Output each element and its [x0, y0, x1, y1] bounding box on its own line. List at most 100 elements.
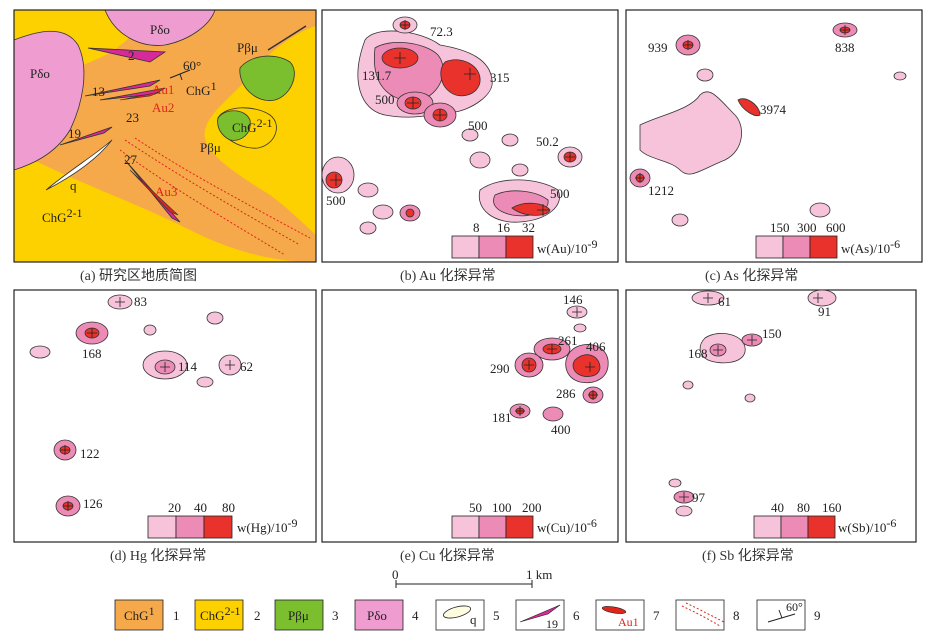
panel-e-cu-anomaly: 146 261 406 290 286 181 400 50 100 200 w… [321, 289, 619, 543]
hg-legend: 20 40 80 w(Hg)/10-9 [147, 500, 298, 539]
svg-text:ChG2-1: ChG2-1 [200, 604, 241, 623]
au-value-500-c: 500 [550, 186, 570, 201]
scale-start: 0 [392, 567, 399, 582]
au-legend-unit: w(Au)/10 [537, 241, 588, 256]
cu-legend-exp: -6 [587, 516, 597, 530]
as-legend: 150 300 600 w(As)/10-6 [755, 220, 900, 259]
legend-item-7-num: 7 [653, 608, 660, 623]
label-pdo-left: Pδo [30, 66, 50, 81]
legend-item-5-num: 5 [493, 608, 500, 623]
legend-item-3-label: Pβμ [288, 608, 309, 623]
au-legend-exp: -9 [588, 237, 598, 251]
caption-a: (a) 研究区地质简图 [80, 267, 197, 284]
scale-bar: 0 1 km [392, 567, 552, 588]
legend-item-7-label: Au1 [618, 615, 639, 629]
sb-value-150: 150 [762, 326, 782, 341]
label-dike-19: 19 [68, 126, 81, 141]
as-legend-exp: -6 [890, 237, 900, 251]
hg-value-83: 83 [134, 294, 147, 309]
panel-a-geologic-map: Pδo Pδo Pβμ Pβμ ChG1 ChG2-1 ChG2-1 q 60°… [13, 9, 317, 263]
sb-legend-unit: w(Sb)/10 [838, 520, 886, 535]
legend-item-5-label: q [470, 612, 477, 627]
as-legend-unit: w(As)/10 [841, 241, 890, 256]
au-legend-tick-1: 8 [473, 220, 480, 235]
hg-legend-unit: w(Hg)/10 [237, 520, 288, 535]
hg-value-114: 114 [178, 359, 198, 374]
label-dike-13: 13 [92, 84, 105, 99]
svg-text:w(Hg)/10-9: w(Hg)/10-9 [237, 516, 298, 535]
hg-value-126: 126 [83, 496, 103, 511]
label-au1: Au1 [152, 82, 174, 97]
caption-d: (d) Hg 化探异常 [110, 548, 206, 564]
au-legend-tick-3: 32 [522, 220, 535, 235]
as-legend-tick-1: 150 [770, 220, 790, 235]
svg-text:w(Au)/10-9: w(Au)/10-9 [537, 237, 598, 256]
panel-c-as-anomaly: 939 838 3974 1212 150 300 600 w(As)/10-6 [625, 9, 923, 263]
as-value-3974: 3974 [760, 102, 787, 117]
panel-b-au-anomaly: 72.3 131.7 315 500 500 50.2 500 500 8 16… [321, 9, 619, 263]
sb-legend: 40 80 160 w(Sb)/10-6 [753, 500, 896, 539]
svg-text:ChG1: ChG1 [186, 79, 217, 98]
legend-item-6-num: 6 [573, 608, 580, 623]
cu-legend-tick-3: 200 [522, 500, 542, 515]
sb-legend-exp: -6 [886, 516, 896, 530]
as-legend-tick-2: 300 [797, 220, 817, 235]
panel-f-sb-anomaly: 61 91 150 168 97 40 80 160 w(Sb)/10-6 [625, 289, 917, 543]
au-legend: 8 16 32 w(Au)/10-9 [451, 220, 598, 259]
as-value-939: 939 [648, 40, 668, 55]
label-dike-2: 2 [128, 48, 135, 63]
cu-value-406: 406 [586, 339, 606, 354]
hg-value-122: 122 [80, 446, 100, 461]
sb-value-61: 61 [718, 294, 731, 309]
sb-legend-tick-1: 40 [771, 500, 784, 515]
label-chg21-b-sup: 2-1 [67, 206, 83, 220]
cu-legend-tick-1: 50 [469, 500, 482, 515]
au-value-131-7: 131.7 [362, 68, 392, 83]
au-value-500-d: 500 [326, 193, 346, 208]
label-pbm-top: Pβμ [237, 40, 258, 55]
cu-legend-tick-2: 100 [492, 500, 512, 515]
sb-value-168: 168 [688, 346, 708, 361]
label-pdo-top: Pδo [150, 22, 170, 37]
panel-d-hg-anomaly: 83 168 114 62 122 126 20 40 80 w(Hg)/10-… [13, 289, 317, 543]
svg-text:w(As)/10-6: w(As)/10-6 [841, 237, 900, 256]
as-value-838: 838 [835, 40, 855, 55]
hg-legend-exp: -9 [288, 516, 298, 530]
map-legend: ChG1 1 ChG2-1 2 Pβμ 3 Pδo 4 q 5 19 6 Au1… [114, 599, 821, 631]
svg-text:ChG2-1: ChG2-1 [42, 206, 83, 225]
legend-item-1-num: 1 [173, 608, 180, 623]
label-dike-27: 27 [124, 152, 138, 167]
legend-item-4-num: 4 [412, 608, 419, 623]
cu-legend-unit: w(Cu)/10 [537, 520, 587, 535]
caption-c: (c) As 化探异常 [705, 268, 798, 284]
legend-item-1-sup: 1 [149, 604, 155, 618]
legend-item-2-num: 2 [254, 608, 261, 623]
label-chg1: ChG [186, 83, 211, 98]
cu-value-146: 146 [563, 292, 583, 307]
legend-item-1-label: ChG [124, 608, 149, 623]
legend-item-3-num: 3 [332, 608, 339, 623]
legend-item-8-num: 8 [733, 608, 740, 623]
caption-f: (f) Sb 化探异常 [702, 548, 794, 564]
as-value-1212: 1212 [648, 183, 674, 198]
au-legend-tick-2: 16 [497, 220, 511, 235]
cu-value-261: 261 [558, 333, 578, 348]
au-value-500-b: 500 [468, 118, 488, 133]
svg-text:w(Cu)/10-6: w(Cu)/10-6 [537, 516, 597, 535]
svg-text:ChG1: ChG1 [124, 604, 155, 623]
legend-item-2-label: ChG [200, 608, 225, 623]
hg-legend-tick-3: 80 [222, 500, 235, 515]
hg-legend-tick-2: 40 [194, 500, 207, 515]
cu-value-290: 290 [490, 361, 510, 376]
sb-value-97: 97 [692, 490, 706, 505]
au-value-72-3: 72.3 [430, 24, 453, 39]
label-dip: 60° [183, 58, 201, 73]
caption-e: (e) Cu 化探异常 [400, 548, 495, 564]
cu-value-181: 181 [492, 410, 512, 425]
sb-value-91: 91 [818, 304, 831, 319]
legend-item-9-label: 60° [786, 600, 803, 614]
label-pbm-lower: Pβμ [200, 140, 221, 155]
au-value-315: 315 [490, 70, 510, 85]
label-dike-23: 23 [126, 110, 139, 125]
au-value-500-a: 500 [375, 92, 395, 107]
